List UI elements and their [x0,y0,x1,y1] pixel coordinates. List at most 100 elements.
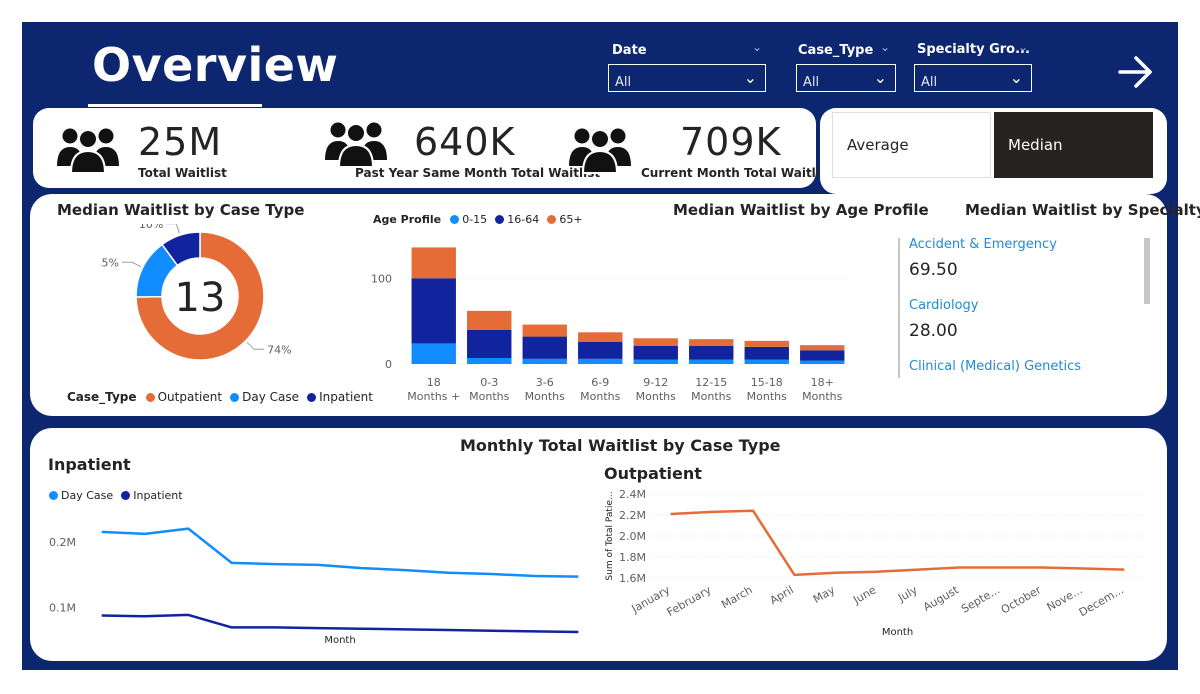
series-line-outpatient[interactable] [670,509,1125,577]
bar-segment-16-64[interactable] [467,329,512,358]
x-tick-label: February [665,583,714,619]
legend-item-day-case[interactable]: Day Case [49,489,113,502]
x-tick-label: May [811,583,838,606]
slicer-case-type-dropdown[interactable]: All ⌄ [796,64,896,92]
age-chart-title: Median Waitlist by Age Profile [673,201,929,219]
arrow-right-icon[interactable] [1116,52,1156,92]
kpi-current-month-label: Current Month Total Waitlist [641,166,833,180]
specialty-name-clinical-genetics[interactable]: Clinical (Medical) Genetics [909,359,1082,374]
bar-segment-16-64[interactable] [689,346,734,360]
series-line-inpatient[interactable] [101,613,579,634]
bar-segment-65-plus[interactable] [522,324,567,337]
slicer-date-dropdown[interactable]: All ⌄ [608,64,766,92]
legend-item-outpatient[interactable]: Outpatient [145,390,223,404]
legend-dot [547,215,557,224]
legend-label: 65+ [559,213,583,226]
bar-segment-65-plus[interactable] [633,338,678,346]
x-tick-label: Months [747,390,787,403]
bar-segment-0-15[interactable] [633,359,678,364]
middle-card [30,194,1167,416]
specialty-name-accident-emergency[interactable]: Accident & Emergency [909,237,1057,252]
legend-item-age-65-plus[interactable]: 65+ [547,213,583,226]
bar-segment-16-64[interactable] [411,278,456,344]
slicer-specialty-dropdown[interactable]: All ⌄ [914,64,1032,92]
slicer-specialty-value: All [921,75,938,90]
median-button[interactable]: Median [994,112,1153,178]
x-tick-label: 6-9 [591,376,609,389]
age-legend-title: Age Profile [373,213,442,226]
bar-segment-16-64[interactable] [578,341,623,359]
y-axis-title: Sum of Total Patie... [605,491,615,580]
donut-slice-outpatient[interactable] [135,231,265,361]
y-tick-label: 0 [385,358,392,371]
bar-segment-65-plus[interactable] [744,340,789,347]
donut-leader-line [166,224,180,234]
chevron-down-icon[interactable]: ⌄ [880,40,891,54]
kpi-past-year-value: 640K [414,120,516,164]
donut-slice-inpatient[interactable] [161,231,201,267]
title-underline [88,104,262,107]
bar-segment-65-plus[interactable] [467,310,512,330]
bar-segment-16-64[interactable] [633,346,678,360]
x-tick-label: 3-6 [536,376,554,389]
inpatient-line-chart[interactable]: 0.1M 0.2M Month [40,500,600,650]
bar-segment-16-64[interactable] [522,336,567,359]
bar-segment-65-plus[interactable] [578,332,623,342]
bar-segment-16-64[interactable] [744,346,789,360]
kpi-past-year-label: Past Year Same Month Total Waitlist [355,166,601,180]
x-tick-label: October [999,583,1044,617]
bar-segment-65-plus[interactable] [800,345,845,351]
average-button-label: Average [847,136,909,154]
bar-segment-0-15[interactable] [578,358,623,364]
x-tick-label: August [921,583,961,614]
x-tick-label: June [850,583,878,607]
x-tick-label: Months [802,390,842,403]
legend-label: Outpatient [157,390,223,404]
bar-segment-0-15[interactable] [800,360,845,364]
x-tick-label: March [719,583,755,611]
average-button[interactable]: Average [832,112,991,178]
slicer-case-type-value: All [803,75,820,90]
x-axis-title: Month [324,635,355,646]
legend-item-inpatient[interactable]: Inpatient [307,390,373,404]
y-tick-label: 2.2M [619,509,646,522]
bar-segment-0-15[interactable] [744,359,789,364]
bar-segment-0-15[interactable] [522,358,567,364]
y-tick-label: 2.4M [619,488,646,501]
y-tick-label: 0.2M [49,536,76,549]
chevron-down-icon: ⌄ [873,68,887,87]
bar-segment-65-plus[interactable] [411,247,456,279]
bar-segment-0-15[interactable] [689,359,734,364]
legend-label: Inpatient [133,489,183,502]
bar-segment-0-15[interactable] [467,358,512,364]
legend-item-inpatient[interactable]: Inpatient [121,489,183,502]
x-tick-label: 9-12 [643,376,668,389]
legend-item-day-case[interactable]: Day Case [230,390,299,404]
chevron-down-icon[interactable]: ⌄ [752,40,763,54]
specialty-divider [898,238,900,378]
kpi-total-waitlist-value: 25M [138,120,223,164]
specialty-scrollbar[interactable] [1144,238,1150,304]
legend-dot [495,215,505,224]
page-title: Overview [92,38,339,92]
x-tick-label: Months + [407,390,460,403]
bar-segment-0-15[interactable] [411,343,456,364]
slicer-date-value: All [615,75,632,90]
specialty-name-cardiology[interactable]: Cardiology [909,298,979,313]
y-tick-label: 1.8M [619,551,646,564]
bar-segment-65-plus[interactable] [689,339,734,346]
series-line-day-case[interactable] [101,527,579,578]
chevron-down-icon[interactable]: ⌄ [1018,40,1029,54]
inpatient-legend: Day Case Inpatient [49,484,183,503]
donut-chart[interactable]: 74% 15% 10% 13 [100,224,310,364]
people-group-icon [325,122,387,168]
people-group-icon [57,128,119,174]
x-tick-label: Septe... [959,583,1002,615]
bar-segment-16-64[interactable] [800,350,845,361]
legend-item-age-0-15[interactable]: 0-15 [450,213,487,226]
slicer-case-type-label: Case_Type [798,43,874,58]
x-tick-label: Months [580,390,620,403]
legend-item-age-16-64[interactable]: 16-64 [495,213,539,226]
